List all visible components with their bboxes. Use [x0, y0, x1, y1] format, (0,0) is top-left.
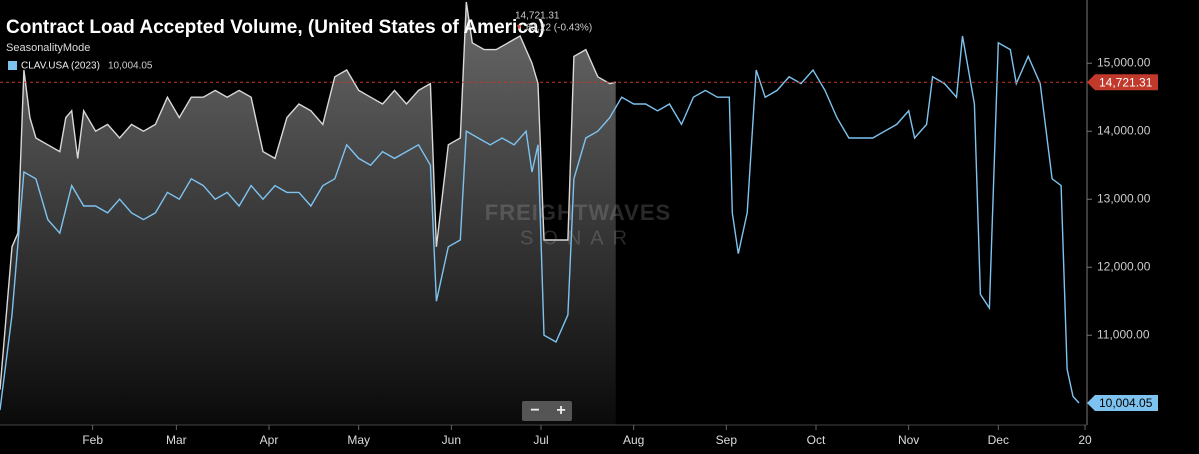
- zoom-in[interactable]: +: [556, 402, 565, 419]
- x-tick-label: Sep: [716, 433, 738, 447]
- last-value: 14,721.31: [515, 11, 560, 22]
- line: [0, 1, 616, 390]
- x-tick-label: Apr: [260, 433, 279, 447]
- down-arrow: [517, 25, 521, 30]
- y-tick-label: 15,000.00: [1097, 55, 1151, 69]
- watermark-text: SONAR: [520, 227, 636, 249]
- legend-swatch: [8, 61, 17, 70]
- y-tick-label: 11,000.00: [1097, 327, 1150, 341]
- x-tick-label: Aug: [623, 433, 644, 447]
- value-marker-label: 14,721.31: [1099, 75, 1153, 89]
- y-tick-label: 13,000.00: [1097, 191, 1151, 205]
- legend-value: 10,004.05: [108, 61, 153, 72]
- change: 63.22 (-0.43%): [526, 23, 592, 34]
- y-tick-label: 12,000.00: [1097, 259, 1151, 273]
- line: [0, 35, 1080, 411]
- x-tick-label: Jun: [442, 433, 461, 447]
- value-marker: [1087, 394, 1158, 411]
- x-tick-label: Oct: [807, 433, 826, 447]
- value-marker: [1087, 74, 1158, 91]
- subtitle: SeasonalityMode: [6, 42, 90, 54]
- y-tick-label: 14,000.00: [1097, 123, 1151, 137]
- plot-area: [0, 1, 1080, 425]
- watermark: FREIGHTWAVES SONAR: [485, 200, 671, 249]
- x-tick-label: Mar: [166, 433, 187, 447]
- zoom-bar: [522, 401, 572, 421]
- legend-label: CLAV.USA (2023): [21, 61, 100, 72]
- chart-title: Contract Load Accepted Volume, (United S…: [6, 17, 545, 38]
- x-tick-label: 20: [1078, 433, 1092, 447]
- x-tick-label: May: [347, 433, 370, 447]
- x-tick-label: Dec: [988, 433, 1009, 447]
- x-tick-label: Feb: [82, 433, 103, 447]
- zoom-out[interactable]: −: [530, 402, 539, 419]
- zoom-controls: − +: [522, 401, 572, 421]
- x-tick-label: Nov: [898, 433, 919, 447]
- x-tick-label: Jul: [533, 433, 548, 447]
- value-marker-label: 10,004.05: [1099, 396, 1153, 410]
- watermark-text: FREIGHTWAVES: [485, 200, 671, 225]
